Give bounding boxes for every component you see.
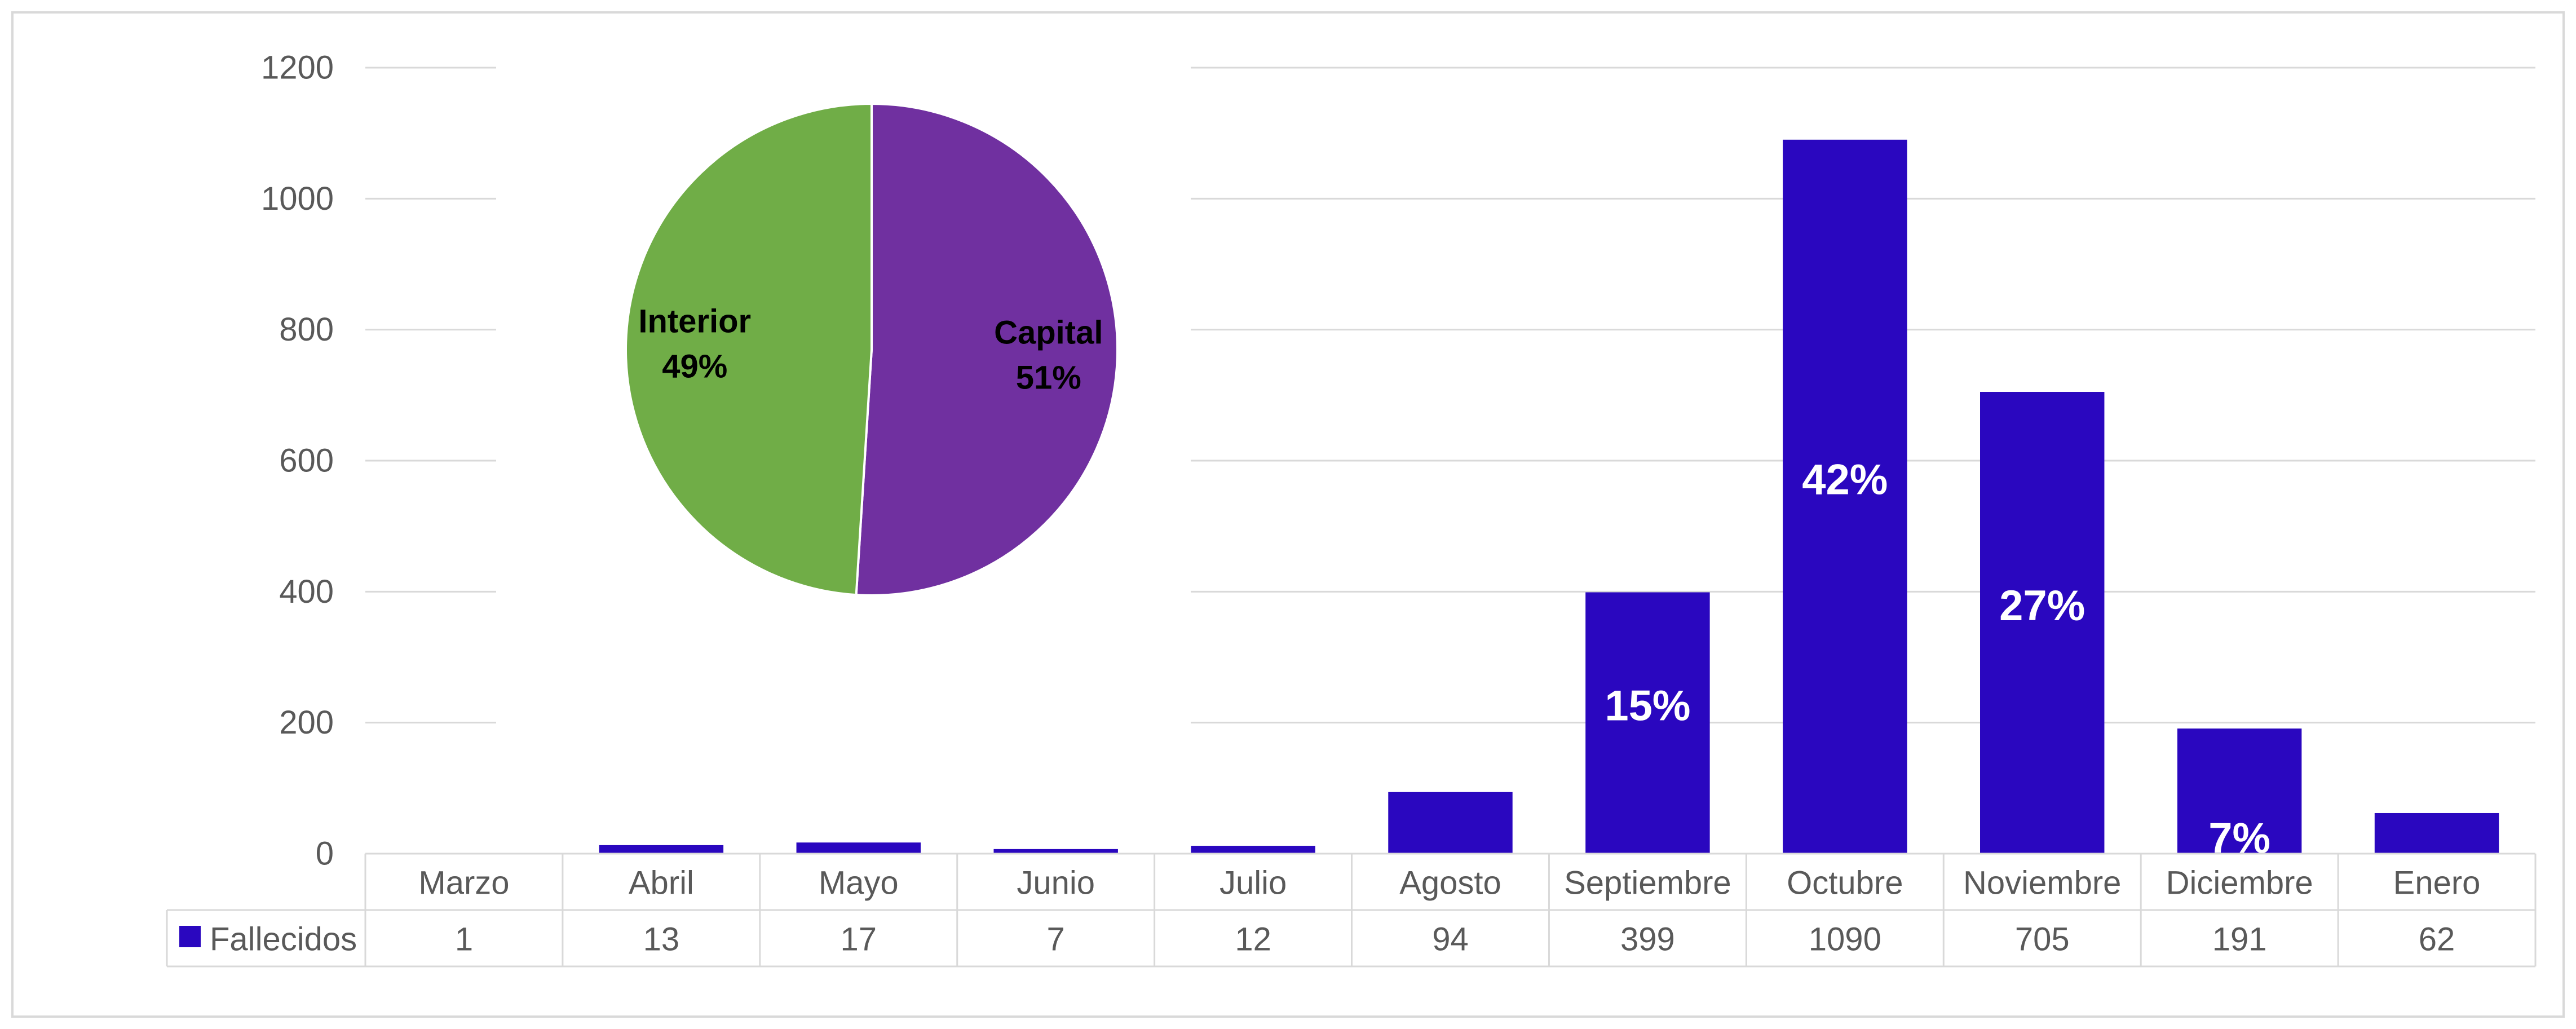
- bar: [599, 845, 724, 854]
- y-tick-label: 200: [279, 704, 334, 741]
- y-tick-label: 1000: [261, 180, 334, 217]
- table-value-cell: 12: [1235, 921, 1271, 958]
- x-category-label: Enero: [2393, 865, 2481, 902]
- x-category-label: Agosto: [1399, 865, 1501, 902]
- bar: [993, 849, 1118, 854]
- bar-data-label: 27%: [1999, 582, 2085, 630]
- legend-swatch: [179, 926, 201, 947]
- bar: [1191, 846, 1315, 854]
- table-value-cell: 1: [455, 921, 473, 958]
- bar: [796, 842, 921, 854]
- x-category-label: Marzo: [418, 865, 509, 902]
- chart-frame: [11, 11, 2565, 1018]
- bar: [1585, 592, 1710, 854]
- table-value-cell: 94: [1432, 921, 1469, 958]
- y-tick-label: 800: [279, 311, 334, 348]
- bar-data-label: 15%: [1605, 682, 1690, 730]
- pie-slice: [855, 102, 1119, 597]
- x-category-label: Junio: [1017, 865, 1095, 902]
- bar: [2177, 728, 2302, 854]
- x-category-label: Julio: [1219, 865, 1287, 902]
- table-value-cell: 191: [2212, 921, 2267, 958]
- table-value-cell: 17: [841, 921, 877, 958]
- y-tick-label: 1200: [261, 50, 334, 86]
- y-tick-label: 600: [279, 443, 334, 479]
- x-category-label: Septiembre: [1564, 865, 1731, 902]
- table-value-cell: 705: [2015, 921, 2070, 958]
- y-tick-label: 400: [279, 573, 334, 610]
- bar-data-label: 42%: [1802, 456, 1888, 504]
- table-value-cell: 7: [1047, 921, 1065, 958]
- bar-data-label: 7%: [2208, 815, 2270, 863]
- bar: [1388, 792, 1513, 854]
- table-value-cell: 1090: [1809, 921, 1881, 958]
- x-category-label: Octubre: [1787, 865, 1903, 902]
- legend-label: Fallecidos: [210, 921, 357, 958]
- pie-slice-label: Interior: [638, 303, 751, 340]
- pie-slice-percent: 51%: [1016, 359, 1081, 396]
- table-value-cell: 399: [1620, 921, 1675, 958]
- pie-slice-percent: 49%: [662, 348, 727, 385]
- x-category-label: Mayo: [819, 865, 899, 902]
- x-category-label: Noviembre: [1963, 865, 2121, 902]
- pie-slice-label: Capital: [994, 314, 1103, 351]
- bar: [2374, 812, 2499, 854]
- x-category-label: Abril: [629, 865, 694, 902]
- x-category-label: Diciembre: [2166, 865, 2313, 902]
- y-tick-label: 0: [316, 836, 334, 872]
- bar: [1980, 392, 2105, 854]
- table-value-cell: 13: [643, 921, 680, 958]
- table-value-cell: 62: [2419, 921, 2455, 958]
- pie-slice: [625, 102, 873, 597]
- bar: [1783, 139, 1907, 854]
